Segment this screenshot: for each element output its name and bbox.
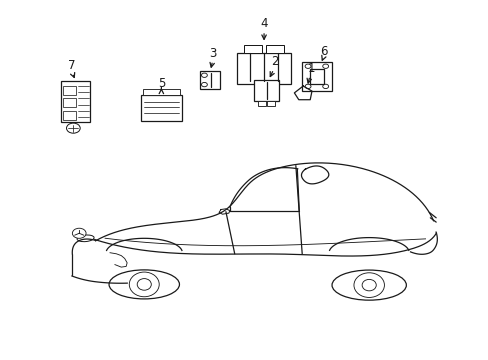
Circle shape bbox=[322, 84, 328, 89]
Bar bbox=[141, 95, 182, 121]
Bar bbox=[253, 80, 279, 101]
Ellipse shape bbox=[129, 272, 159, 297]
Text: 2: 2 bbox=[270, 55, 278, 68]
Bar bbox=[244, 45, 262, 53]
Bar bbox=[62, 98, 76, 107]
Bar bbox=[62, 111, 76, 120]
Ellipse shape bbox=[362, 279, 375, 291]
Bar bbox=[236, 53, 291, 84]
Text: 7: 7 bbox=[68, 59, 76, 72]
Text: 5: 5 bbox=[157, 77, 165, 90]
Bar bbox=[62, 86, 76, 95]
Circle shape bbox=[201, 82, 207, 87]
Bar bbox=[267, 101, 275, 106]
Ellipse shape bbox=[109, 270, 179, 299]
Circle shape bbox=[201, 73, 207, 77]
Circle shape bbox=[322, 64, 328, 68]
Circle shape bbox=[305, 64, 310, 68]
Bar bbox=[309, 69, 323, 84]
Bar bbox=[301, 62, 331, 91]
Ellipse shape bbox=[137, 279, 151, 290]
Circle shape bbox=[305, 84, 310, 89]
Bar bbox=[265, 45, 283, 53]
Bar bbox=[61, 81, 90, 122]
Circle shape bbox=[72, 228, 86, 238]
Text: 3: 3 bbox=[208, 47, 216, 60]
Bar bbox=[257, 101, 265, 106]
Text: 1: 1 bbox=[306, 62, 314, 75]
Ellipse shape bbox=[77, 235, 94, 242]
Circle shape bbox=[66, 123, 80, 133]
Text: 6: 6 bbox=[319, 45, 327, 58]
Bar bbox=[142, 89, 180, 95]
Ellipse shape bbox=[353, 273, 384, 297]
Text: 4: 4 bbox=[260, 17, 267, 30]
Ellipse shape bbox=[331, 270, 406, 300]
Bar bbox=[200, 71, 220, 89]
